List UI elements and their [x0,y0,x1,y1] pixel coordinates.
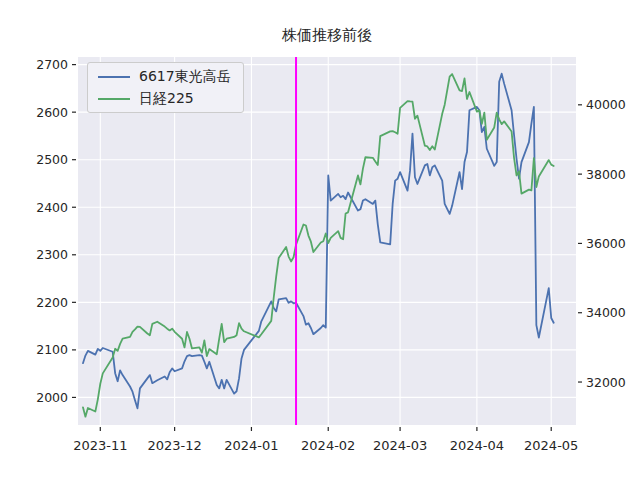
legend-entry-6617: 6617東光高岳 [98,68,231,85]
legend: 6617東光高岳 日経225 [87,62,244,113]
x-tick-label: 2023-12 [147,438,201,453]
y-left-tick-label: 2400 [36,200,68,215]
y-left-tick-label: 2100 [36,342,68,357]
x-tick-label: 2024-04 [450,438,504,453]
x-tick-label: 2024-03 [373,438,427,453]
y-right-tick-label: 38000 [586,167,626,182]
y-right-tick-label: 40000 [586,97,626,112]
legend-entry-nikkei225: 日経225 [98,90,231,107]
y-left-tick-label: 2000 [36,390,68,405]
y-left-tick-label: 2200 [36,295,68,310]
legend-label: 日経225 [139,90,194,107]
x-tick-label: 2024-02 [301,438,355,453]
y-left-tick-label: 2300 [36,247,68,262]
figure: 2000 2100 2200 2300 2400 2500 2600 2700 32000 340… [0,0,640,480]
legend-line-sample-green [98,98,130,100]
x-tick-label: 2024-05 [524,438,578,453]
y-left-tick-label: 2500 [36,152,68,167]
x-tick-label: 2023-11 [73,438,127,453]
y-left-tick-label: 2700 [36,57,68,72]
legend-line-sample-blue [98,76,130,78]
y-left-tick-label: 2600 [36,105,68,120]
y-right-tick-label: 32000 [586,375,626,390]
x-tick-label: 2024-01 [224,438,278,453]
chart-title: 株価推移前後 [281,26,372,44]
y-right-tick-label: 36000 [586,236,626,251]
legend-label: 6617東光高岳 [139,68,231,85]
y-right-tick-label: 34000 [586,305,626,320]
